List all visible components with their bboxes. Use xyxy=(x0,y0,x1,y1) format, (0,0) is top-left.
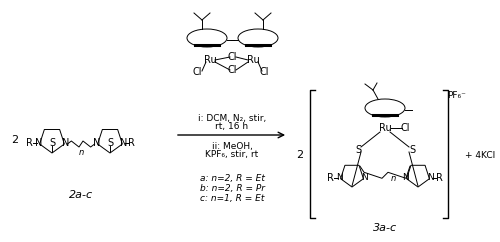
Text: 3a-c: 3a-c xyxy=(373,223,397,233)
Text: N: N xyxy=(402,173,409,182)
Text: S: S xyxy=(107,138,113,148)
Text: c: n=1, R = Et: c: n=1, R = Et xyxy=(200,194,264,203)
Text: a: n=2, R = Et: a: n=2, R = Et xyxy=(200,174,264,182)
Text: PF₆⁻: PF₆⁻ xyxy=(448,91,466,100)
Text: R: R xyxy=(327,173,334,183)
Text: 2: 2 xyxy=(296,150,304,160)
Text: + 4KCl: + 4KCl xyxy=(465,151,495,159)
Text: Cl: Cl xyxy=(227,65,237,75)
Text: i: DCM, N₂, stir,: i: DCM, N₂, stir, xyxy=(198,113,266,122)
Text: N: N xyxy=(35,138,42,148)
Text: Cl: Cl xyxy=(192,67,202,77)
Text: S: S xyxy=(409,145,415,155)
Text: KPF₆, stir, rt: KPF₆, stir, rt xyxy=(206,151,258,159)
Text: Ru: Ru xyxy=(204,55,216,65)
Text: -: - xyxy=(396,123,400,133)
Text: N: N xyxy=(93,138,100,148)
Text: n: n xyxy=(78,148,84,157)
Text: n: n xyxy=(390,174,396,183)
Text: R: R xyxy=(128,138,135,148)
Text: N: N xyxy=(336,173,343,182)
Text: N: N xyxy=(120,138,127,148)
Text: Cl: Cl xyxy=(259,67,269,77)
Text: 2: 2 xyxy=(12,135,18,145)
Text: Ru: Ru xyxy=(378,123,392,133)
Text: rt, 16 h: rt, 16 h xyxy=(216,121,248,130)
Text: S: S xyxy=(355,145,361,155)
Text: S: S xyxy=(49,138,55,148)
Text: b: n=2, R = Pr: b: n=2, R = Pr xyxy=(200,183,264,192)
Text: Ru: Ru xyxy=(246,55,260,65)
Text: N: N xyxy=(427,173,434,182)
Text: Cl: Cl xyxy=(227,52,237,62)
Text: R: R xyxy=(26,138,33,148)
Text: N: N xyxy=(361,173,368,182)
Text: N: N xyxy=(62,138,69,148)
Text: ii: MeOH,: ii: MeOH, xyxy=(212,143,252,151)
Text: R: R xyxy=(436,173,443,183)
Text: Cl: Cl xyxy=(400,123,410,133)
Text: 2a-c: 2a-c xyxy=(69,190,93,200)
